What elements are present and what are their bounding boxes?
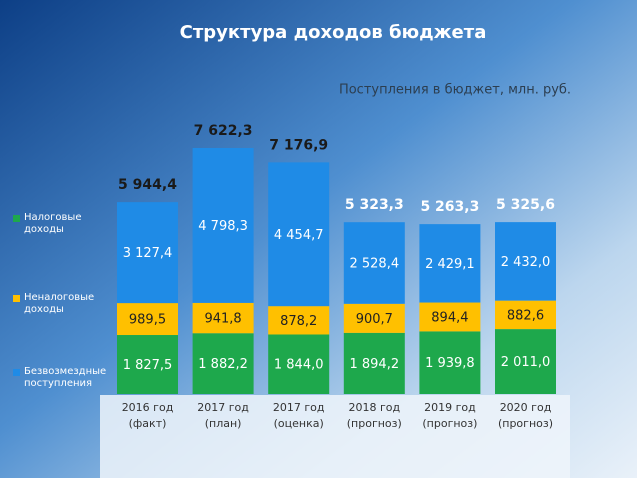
value-label: 4 454,7	[274, 228, 324, 243]
bar-segment	[268, 334, 330, 394]
total-label: 5 325,6	[496, 197, 555, 213]
x-tick-label: (оценка)	[274, 417, 324, 430]
legend-label: Неналоговые доходы	[24, 292, 95, 315]
total-label: 5 944,4	[118, 177, 177, 193]
x-tick-label: 2017 год	[197, 401, 249, 414]
chart-title: Структура доходов бюджета	[180, 22, 487, 43]
x-tick-label: (факт)	[129, 417, 167, 430]
value-label: 1 894,2	[349, 357, 399, 372]
bar-segment	[495, 329, 556, 394]
label-panel	[100, 395, 570, 478]
value-label: 1 882,2	[198, 357, 248, 372]
x-tick-label: 2017 год	[273, 401, 325, 414]
x-tick-label: 2019 год	[424, 401, 476, 414]
legend-label: Безвозмездные поступления	[24, 366, 107, 389]
x-tick-label: (прогноз)	[422, 417, 477, 430]
bar-segment	[192, 333, 254, 394]
total-label: 7 176,9	[269, 137, 328, 153]
value-label: 900,7	[356, 312, 393, 327]
value-label: 4 798,3	[198, 219, 248, 234]
bar-segment	[268, 162, 330, 307]
value-label: 941,8	[204, 312, 241, 327]
legend-swatch	[13, 369, 20, 376]
value-label: 1 939,8	[425, 356, 475, 371]
total-label: 5 323,3	[345, 197, 404, 213]
value-label: 3 127,4	[123, 246, 173, 261]
bar-segment	[495, 300, 556, 330]
value-label: 878,2	[280, 314, 317, 329]
x-tick-label: (план)	[205, 417, 242, 430]
bar-segment	[268, 306, 330, 335]
bar-segment	[117, 335, 178, 394]
value-label: 2 011,0	[501, 355, 551, 370]
bar-segment	[117, 202, 178, 304]
bar-segment	[495, 222, 556, 301]
x-tick-label: 2018 год	[348, 401, 400, 414]
total-label: 5 263,3	[420, 199, 479, 215]
bar-segment	[192, 302, 254, 334]
bar-segment	[419, 224, 481, 303]
bar-segment	[419, 302, 481, 332]
bar-segment	[343, 303, 405, 333]
bar-segment	[419, 331, 481, 394]
value-label: 1 827,5	[123, 358, 173, 373]
chart-subtitle: Поступления в бюджет, млн. руб.	[339, 83, 571, 98]
value-label: 1 844,0	[274, 358, 324, 373]
legend-label: Налоговые доходы	[24, 212, 82, 235]
total-label: 7 622,3	[194, 123, 253, 139]
x-tick-label: 2016 год	[122, 401, 174, 414]
x-tick-label: (прогноз)	[347, 417, 402, 430]
x-tick-label: (прогноз)	[498, 417, 553, 430]
bar-segment	[192, 148, 254, 303]
bar-segment	[343, 332, 405, 394]
legend-swatch	[13, 215, 20, 222]
value-label: 882,6	[507, 308, 544, 323]
x-tick-label: 2020 год	[500, 401, 552, 414]
value-label: 894,4	[431, 310, 468, 325]
value-label: 2 429,1	[425, 257, 475, 272]
value-label: 989,5	[129, 313, 166, 328]
bar-segment	[343, 222, 405, 304]
value-label: 2 432,0	[501, 255, 551, 270]
value-label: 2 528,4	[349, 256, 399, 271]
bar-segment	[117, 303, 178, 336]
legend-swatch	[13, 295, 20, 302]
